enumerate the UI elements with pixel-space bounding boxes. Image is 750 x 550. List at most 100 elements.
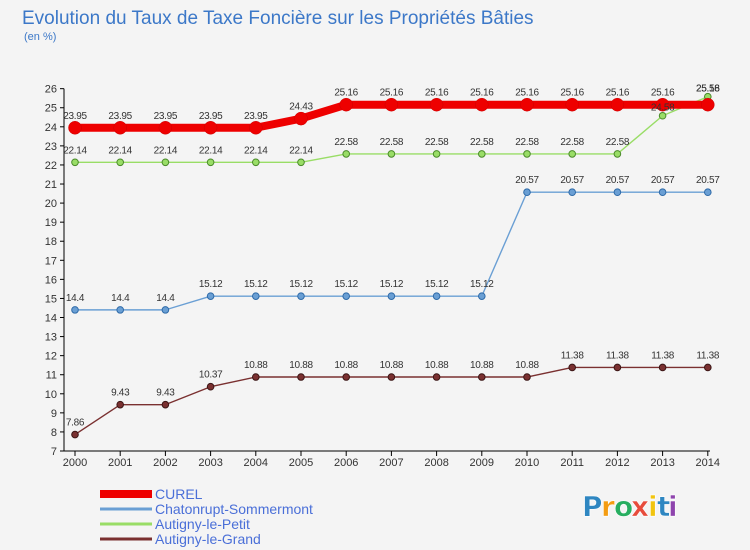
data-point <box>655 97 670 112</box>
data-label: 22.58 <box>515 137 539 148</box>
x-tick-label: 2010 <box>515 457 539 469</box>
data-point <box>523 373 531 381</box>
x-tick-label: 2011 <box>560 457 584 469</box>
data-point <box>71 306 79 314</box>
data-point <box>613 363 622 372</box>
data-label: 15.12 <box>289 279 313 290</box>
y-tick-label: 25 <box>45 103 57 115</box>
logo-letter: i <box>648 490 658 523</box>
proxiti-logo: Pr oxi ti <box>582 490 678 524</box>
data-point <box>206 158 215 167</box>
x-tick-label: 2014 <box>696 457 720 469</box>
series-layer <box>68 92 715 439</box>
data-point <box>113 121 127 135</box>
data-label: 22.58 <box>425 137 449 148</box>
data-label: 25.16 <box>380 88 404 99</box>
y-tick-label: 12 <box>45 351 57 363</box>
data-point <box>342 150 351 158</box>
data-point <box>704 188 712 197</box>
data-point <box>252 292 260 300</box>
series-autigny-le-grand <box>71 363 712 439</box>
data-point <box>565 97 579 112</box>
data-label: 22.58 <box>606 137 630 148</box>
legend-label: Chatonrupt-Sommermont <box>155 501 313 517</box>
y-tick-label: 18 <box>45 236 57 248</box>
y-tick-label: 22 <box>45 160 57 172</box>
legend-item-chatonrupt-sommermont: Chatonrupt-Sommermont <box>100 501 313 517</box>
data-label: 25.16 <box>425 88 449 99</box>
data-label: 20.57 <box>696 175 720 186</box>
data-point <box>568 188 577 197</box>
data-label: 15.12 <box>199 279 223 290</box>
data-label: 25.16 <box>470 88 494 99</box>
y-tick-label: 23 <box>45 141 57 153</box>
x-tick-label: 2009 <box>470 457 494 469</box>
data-point <box>432 373 441 381</box>
data-label: 9.43 <box>111 388 130 399</box>
y-tick-label: 11 <box>46 370 57 382</box>
data-point <box>613 150 622 158</box>
data-label: 10.88 <box>515 360 539 371</box>
logo-letter: r <box>601 490 615 523</box>
data-point <box>704 363 712 372</box>
data-point <box>701 97 715 112</box>
data-point <box>68 121 82 135</box>
data-point <box>342 373 351 381</box>
data-point <box>429 97 444 112</box>
data-label: 11.38 <box>606 350 630 361</box>
data-label: 10.88 <box>425 360 449 371</box>
data-point <box>384 97 399 112</box>
y-tick-label: 14 <box>45 313 57 325</box>
data-point <box>432 292 441 300</box>
x-tick-label: 2000 <box>63 457 87 469</box>
data-label: 25.16 <box>560 88 584 99</box>
data-label: 23.95 <box>244 111 268 122</box>
data-point <box>658 363 667 372</box>
logo-letter: x <box>631 490 649 523</box>
y-tick-label: 19 <box>45 217 57 229</box>
data-label: 25.16 <box>334 88 358 99</box>
data-point <box>339 97 353 112</box>
data-label: 22.14 <box>108 145 132 156</box>
data-label: 22.14 <box>63 145 87 156</box>
data-point <box>478 373 486 381</box>
y-tick-label: 9 <box>51 408 57 420</box>
data-point <box>658 188 667 197</box>
x-tick-label: 2012 <box>605 457 629 469</box>
data-point <box>658 111 667 120</box>
series-curel <box>68 97 715 135</box>
data-label: 22.14 <box>199 145 223 156</box>
series-autigny-le-petit <box>71 92 712 167</box>
y-tick-label: 8 <box>51 427 57 439</box>
data-label: 15.12 <box>244 279 268 290</box>
x-tick-label: 2001 <box>108 457 132 469</box>
data-label: 25.16 <box>651 88 675 99</box>
x-tick-label: 2003 <box>198 457 222 469</box>
data-point <box>116 306 124 314</box>
x-tick-label: 2006 <box>334 457 358 469</box>
x-tick-label: 2013 <box>650 457 674 469</box>
data-label: 11.38 <box>561 350 585 361</box>
data-label: 15.12 <box>470 279 494 290</box>
data-label: 25.58 <box>696 84 720 95</box>
y-tick-label: 15 <box>45 293 57 305</box>
x-tick-label: 2005 <box>289 457 313 469</box>
legend-label: Autigny-le-Petit <box>155 516 250 532</box>
data-point <box>297 158 305 167</box>
data-label: 22.58 <box>470 137 494 148</box>
data-point <box>161 306 170 314</box>
data-point <box>523 188 531 197</box>
legend-label: Autigny-le-Grand <box>155 531 261 547</box>
data-label: 20.57 <box>515 175 539 186</box>
data-point <box>387 150 396 158</box>
data-label: 15.12 <box>380 279 404 290</box>
data-label: 9.43 <box>156 388 175 399</box>
data-label: 20.57 <box>651 175 675 186</box>
data-point <box>71 430 79 439</box>
data-label: 10.88 <box>289 360 313 371</box>
data-point <box>613 188 622 197</box>
data-label: 23.95 <box>108 111 132 122</box>
legend-swatch <box>100 522 152 526</box>
y-tick-label: 16 <box>45 274 57 286</box>
